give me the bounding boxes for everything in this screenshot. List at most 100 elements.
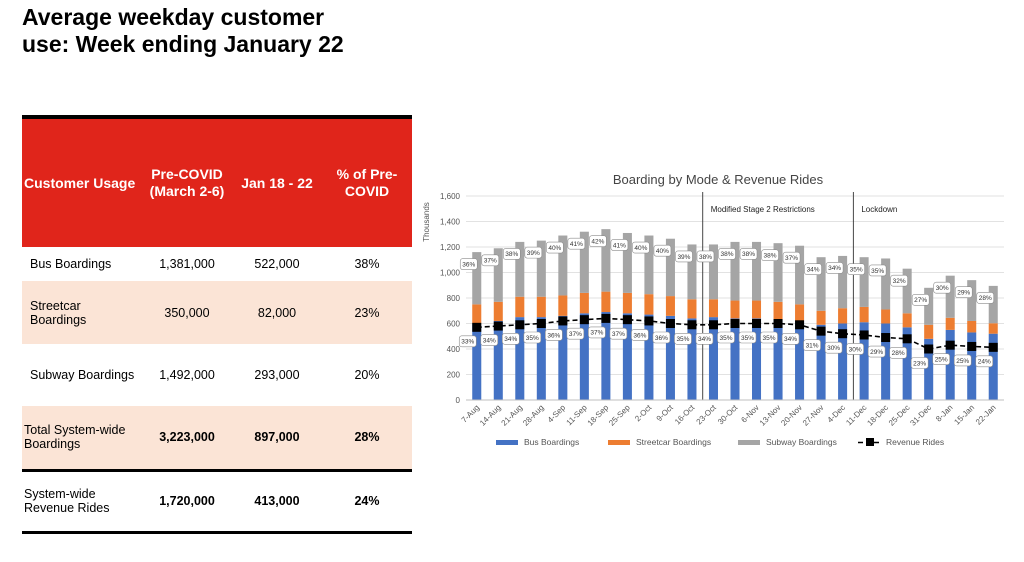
revenue-percent-label: 36% (633, 332, 646, 339)
bar-bus-boardings (945, 329, 955, 400)
bar-subway-boardings (687, 244, 697, 300)
bar-percent-label-box (503, 248, 521, 260)
row-label: System-wide Revenue Rides (22, 468, 142, 534)
bar-percent-label: 36% (462, 261, 475, 268)
bar-bus-boardings (924, 338, 934, 400)
x-tick-label: 18-Dec (865, 403, 890, 428)
bar-percent-label: 34% (828, 265, 841, 272)
bar-subway-boardings (967, 280, 977, 321)
bar-bus-boardings (493, 320, 503, 400)
bar-bus-boardings (859, 322, 869, 400)
bar-subway-boardings (988, 285, 998, 324)
bar-subway-boardings (752, 241, 762, 301)
y-tick-label: 400 (447, 345, 461, 354)
x-tick-label: 11-Sep (565, 403, 590, 428)
bar-percent-label-box (954, 286, 973, 298)
x-tick-label: 28-Aug (521, 403, 546, 428)
bar-percent-label-box (933, 281, 952, 294)
bar-percent-label-box (825, 262, 844, 274)
revenue-percent-label: 34% (784, 336, 797, 343)
y-tick-label: 200 (447, 371, 461, 380)
revenue-percent-label-box (695, 332, 714, 345)
bar-subway-boardings (579, 231, 589, 293)
current-value: 897,000 (232, 406, 322, 470)
bar-streetcar-boardings (816, 310, 826, 325)
y-tick-label: 600 (447, 320, 461, 329)
revenue-rides-marker (902, 334, 912, 344)
bar-streetcar-boardings (859, 306, 869, 323)
revenue-percent-label: 37% (569, 331, 582, 338)
bar-streetcar-boardings (924, 324, 934, 339)
bar-streetcar-boardings (665, 296, 675, 316)
period-label: Modified Stage 2 Restrictions (711, 205, 815, 214)
bar-streetcar-boardings (967, 320, 977, 333)
revenue-rides-marker (472, 322, 482, 332)
annotation-layer: Modified Stage 2 Restrictions Lockdown (702, 192, 897, 400)
y-axis-label: Thousands (422, 202, 431, 242)
revenue-rides-marker (752, 319, 762, 328)
revenue-percent-label: 34% (504, 336, 517, 343)
header-current-week: Jan 18 - 22 (232, 115, 322, 247)
bar-percent-label-box (459, 258, 478, 270)
bar-percent-label: 34% (807, 267, 820, 274)
bar-percent-label-box (911, 294, 930, 306)
legend-label: Subway Boardings (766, 437, 837, 447)
x-tick-label: 2-Oct (633, 403, 654, 424)
bar-streetcar-boardings (493, 301, 503, 321)
bar-bus-boardings (601, 312, 611, 400)
revenue-percent-label-box (932, 353, 951, 365)
x-tick-label: 30-Oct (716, 403, 740, 427)
bar-percent-label: 39% (527, 250, 540, 257)
bar-percent-label: 35% (871, 268, 884, 275)
current-value: 522,000 (254, 257, 300, 271)
bar-streetcar-boardings (472, 304, 482, 324)
bar-subway-boardings (816, 257, 826, 311)
bar-bus-boardings (472, 323, 482, 400)
revenue-rides-marker (924, 344, 934, 354)
bar-percent-label-box (589, 235, 607, 247)
bar-percent-label: 38% (742, 251, 755, 258)
bar-subway-boardings (601, 229, 611, 292)
y-tick-label: 1,600 (440, 192, 461, 201)
y-tick-label: 800 (447, 294, 461, 303)
bar-streetcar-boardings (558, 295, 568, 316)
bar-bus-boardings (708, 317, 718, 400)
x-tick-label: 22-Jan (974, 403, 998, 427)
axis-layer: 02004006008001,0001,2001,4001,6007-Aug14… (440, 192, 1004, 428)
revenue-percent-label: 34% (483, 337, 496, 344)
revenue-rides-marker (601, 313, 611, 323)
x-tick-label: 21-Aug (500, 403, 525, 428)
table-row: Bus Boardings 1,381,000 522,000 38% (22, 247, 412, 281)
bar-bus-boardings (795, 320, 805, 400)
legend-marker (866, 438, 874, 446)
revenue-rides-marker (536, 319, 546, 328)
bar-percent-label: 35% (850, 267, 863, 274)
revenue-percent-label: 31% (806, 342, 819, 349)
revenue-percent-label: 35% (741, 335, 754, 342)
bar-percent-label-box (976, 292, 995, 304)
bar-percent-label: 30% (936, 285, 949, 292)
bar-percent-label: 38% (505, 251, 518, 258)
revenue-percent-label-box (502, 332, 520, 345)
bar-bus-boardings (515, 317, 525, 400)
revenue-percent-label-box (458, 335, 477, 348)
bar-percent-label: 40% (548, 245, 561, 252)
revenue-rides-marker (967, 341, 977, 351)
bar-subway-boardings (536, 240, 546, 297)
revenue-percent-label-box (824, 341, 843, 354)
bar-percent-label-box (653, 244, 672, 257)
revenue-percent-label-box (609, 327, 628, 340)
bar-bus-boardings (687, 318, 697, 400)
revenue-percent-label: 28% (892, 350, 905, 357)
bar-percent-label-box (868, 264, 887, 277)
x-tick-label: 15-Jan (952, 403, 976, 427)
chart-legend: Bus Boardings Streetcar Boardings Subway B… (496, 437, 944, 447)
percent-value: 24% (322, 468, 412, 534)
bar-bus-boardings (579, 313, 589, 400)
bar-streetcar-boardings (773, 301, 783, 320)
legend-label: Bus Boardings (524, 437, 579, 447)
slide-title: Average weekday customer use: Week endin… (22, 4, 344, 57)
revenue-percent-label: 37% (590, 330, 603, 337)
bar-percent-label: 27% (914, 297, 927, 304)
revenue-rides-marker (859, 330, 869, 340)
